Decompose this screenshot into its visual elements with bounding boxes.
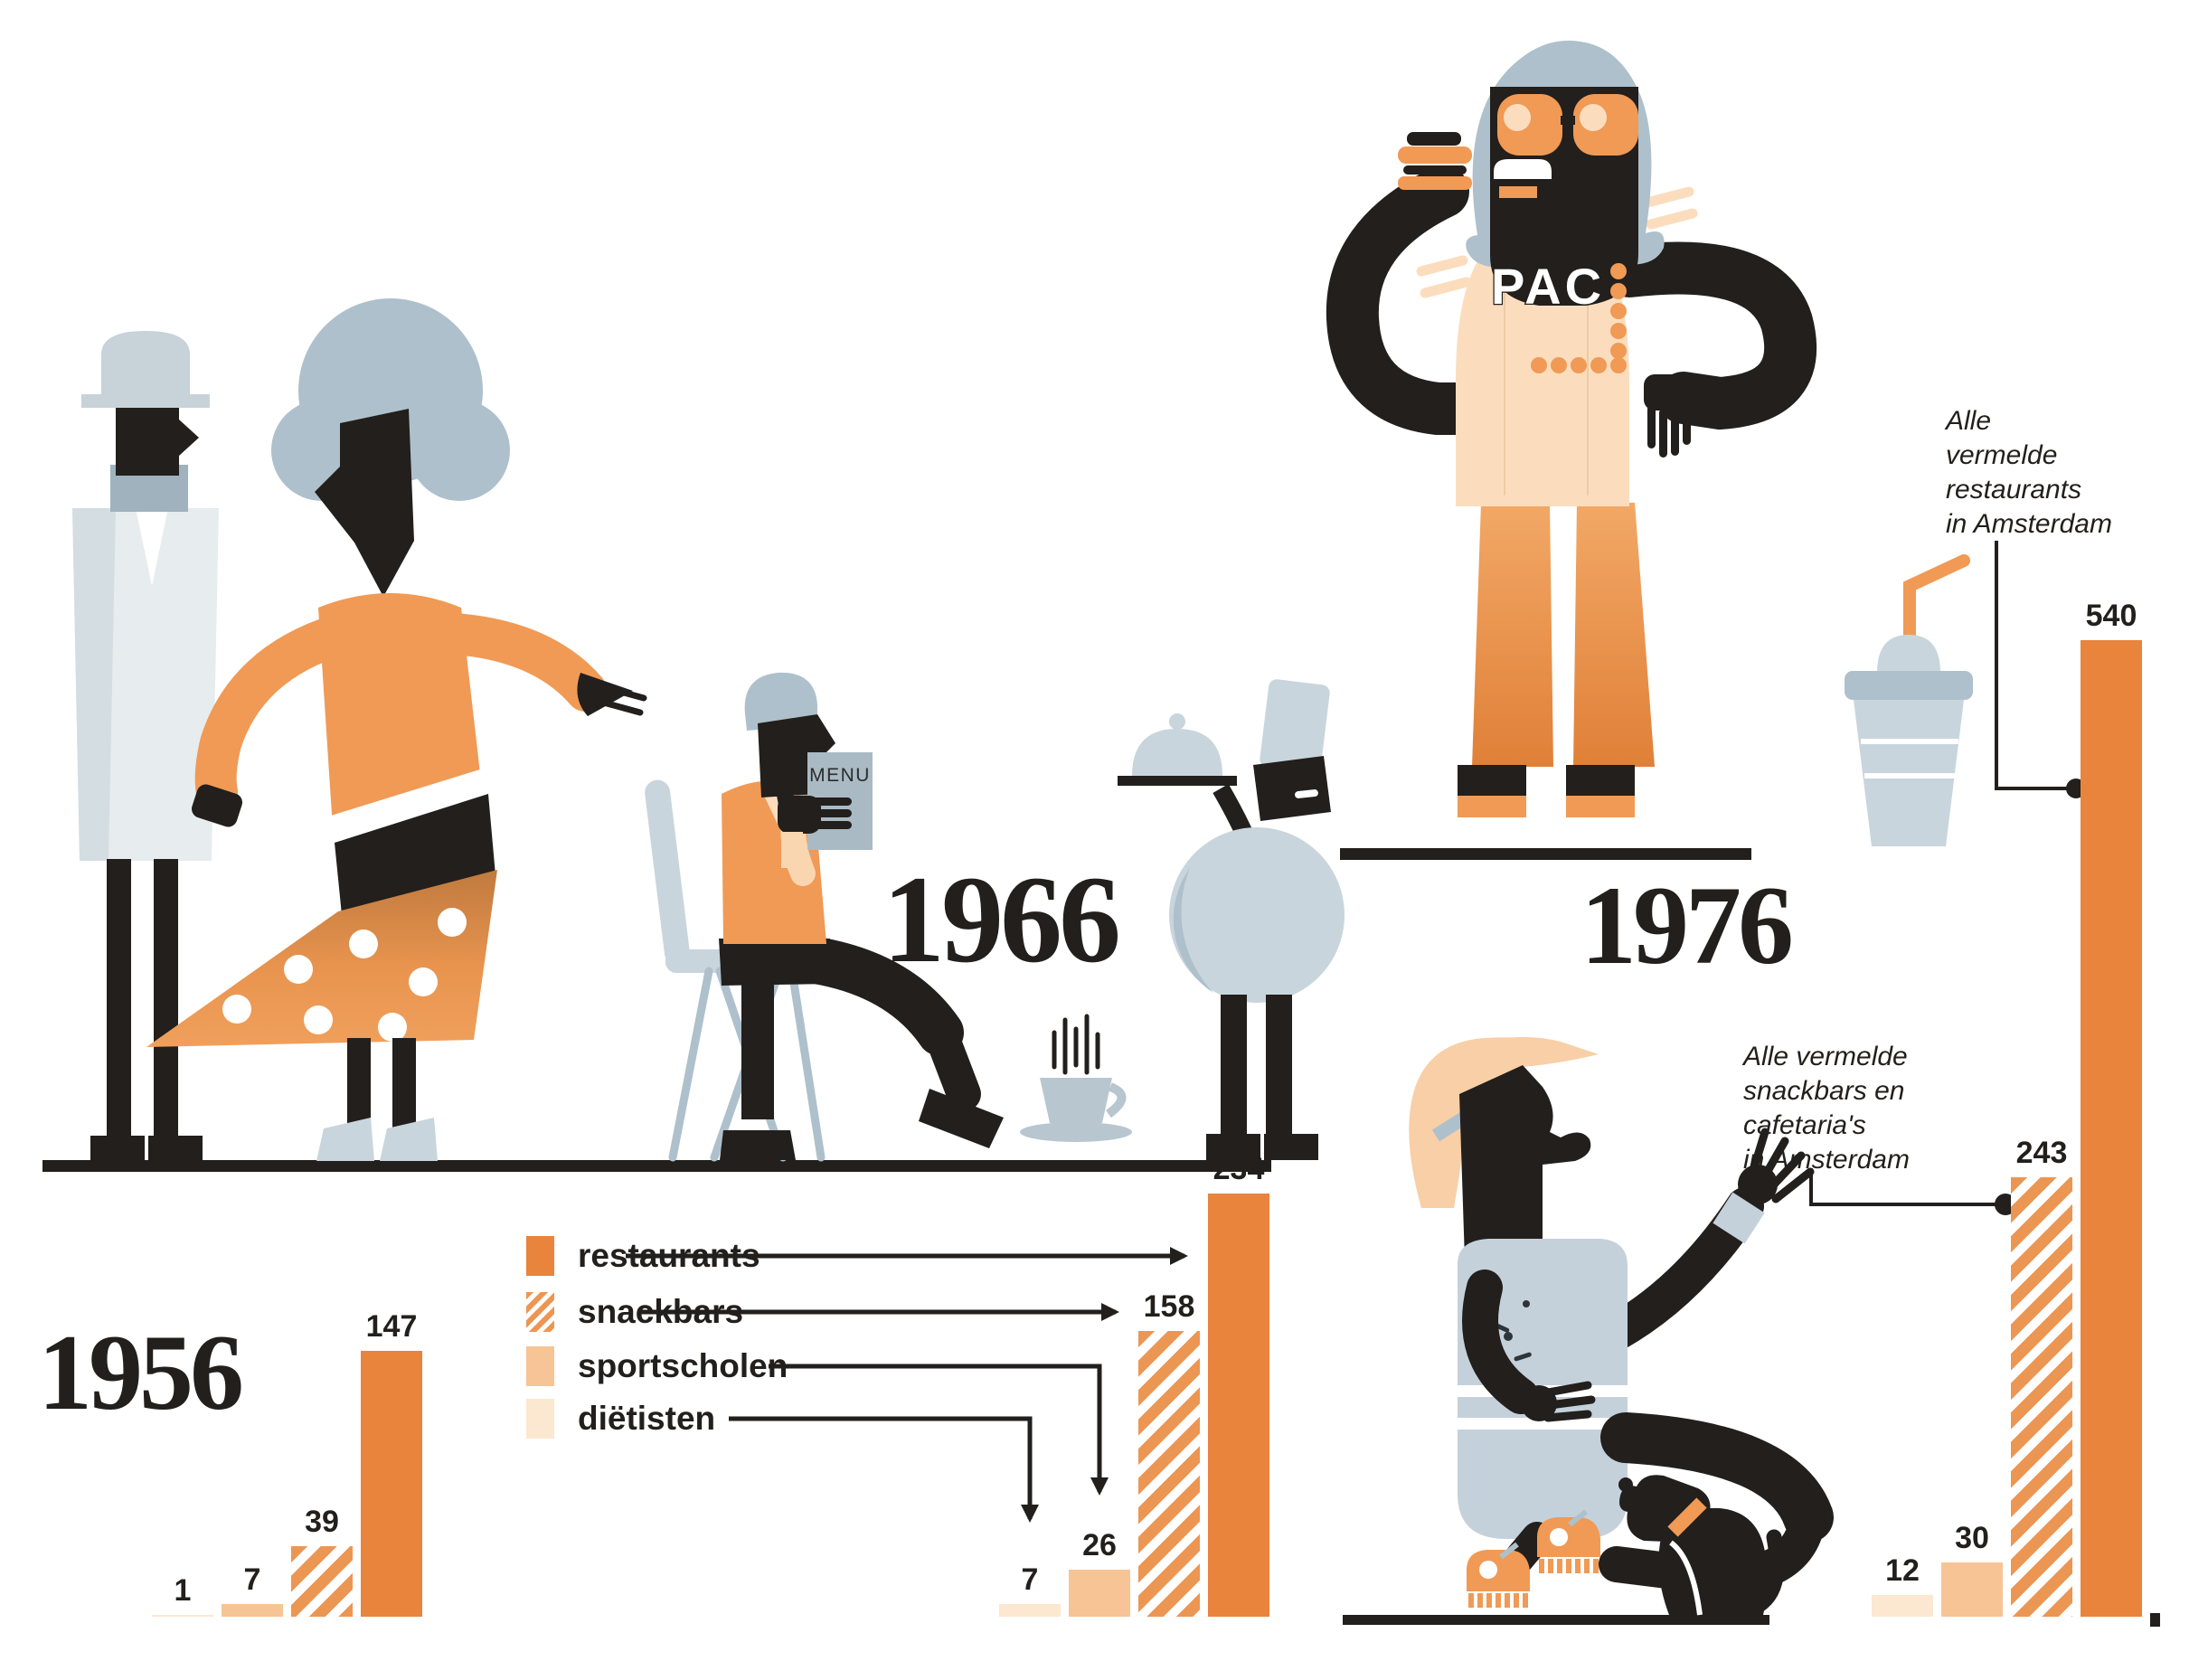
- year-label-1966: 1966: [882, 850, 1121, 988]
- fedora-hat: [81, 331, 210, 408]
- bar-value-1956-diëtisten: 1: [174, 1573, 192, 1608]
- bar-value-1956-sportscholen: 7: [243, 1562, 261, 1597]
- legend-label-restaurants: restaurants: [578, 1237, 760, 1274]
- floor-line-1976-bottom: [1343, 1615, 1769, 1625]
- dog-figure: [1618, 1475, 1785, 1616]
- bar-value-1976-snackbars: 243: [2015, 1136, 2068, 1170]
- year-label-1976: 1976: [1581, 864, 1794, 987]
- legend-swatch-snackbars: [526, 1292, 554, 1332]
- dog-collar: [1667, 1497, 1707, 1537]
- annotation-line: restaurants: [1946, 475, 2082, 505]
- bar-value-1966-diëtisten: 7: [1021, 1562, 1039, 1597]
- annotation-line: Alle vermelde: [1743, 1042, 1908, 1071]
- annotation-line: Alle: [1946, 406, 1992, 436]
- bar-value-1966-sportscholen: 26: [1082, 1528, 1117, 1562]
- bar-value-1976-restaurants: 540: [2085, 599, 2137, 633]
- bar-value-1956-snackbars: 39: [305, 1505, 339, 1539]
- floor-line-1966: [42, 1160, 1271, 1172]
- bar-value-1976-sportscholen: 30: [1955, 1521, 1989, 1555]
- bar-1976-restaurants: [2081, 640, 2142, 1617]
- bar-1956-restaurants: [361, 1351, 422, 1617]
- annotation-line: cafetaria's: [1743, 1110, 1866, 1140]
- woman-figure: [146, 298, 647, 1161]
- legend-connectors: [626, 1247, 1188, 1523]
- annotation-line: vermelde: [1946, 440, 2058, 470]
- annotation-line: in Amsterdam: [1743, 1145, 1910, 1175]
- steam-icon: [1052, 1014, 1100, 1075]
- drink-cup: [1845, 554, 1973, 846]
- bar-value-1966-snackbars: 158: [1143, 1289, 1195, 1324]
- legend-swatch-restaurants: [526, 1236, 554, 1276]
- menu-card: MENU: [778, 752, 873, 868]
- waiter-figure: [1118, 679, 1345, 1160]
- bar-1966-sportscholen: [1069, 1570, 1130, 1617]
- floor-line-1976-top: [1340, 848, 1751, 860]
- legend-item-restaurants: restaurants: [526, 1236, 760, 1276]
- annotation-connectors: [1809, 541, 2072, 1206]
- legend-item-dietisten: diëtisten: [526, 1399, 715, 1439]
- polkadot-skirt: [146, 870, 497, 1047]
- shirt-logo: PAC: [1491, 258, 1605, 315]
- legend-swatch-sportscholen: [526, 1346, 554, 1386]
- burger-icon: [1398, 132, 1472, 190]
- bar-value-1956-restaurants: 147: [365, 1309, 418, 1344]
- bar-1976-diëtisten: [1872, 1595, 1933, 1617]
- pellet-dots: [1531, 263, 1627, 373]
- bar-value-1976-diëtisten: 12: [1885, 1553, 1920, 1588]
- bar-1956-snackbars: [291, 1546, 353, 1617]
- legend-swatch-dietisten: [526, 1399, 554, 1439]
- waving-hand: [1738, 1128, 1815, 1204]
- holding-hand: [812, 798, 852, 829]
- sunglasses-icon: [1497, 94, 1638, 156]
- bar-1976-sportscholen: [1941, 1562, 2003, 1617]
- annotation-restaurants: Alle vermelde restaurants in Amsterdam: [1946, 404, 2112, 542]
- footnote-mark: [2150, 1613, 2160, 1627]
- legend-label-dietisten: diëtisten: [578, 1400, 716, 1437]
- sneaker-icon: [1467, 1509, 1600, 1608]
- cloche-icon: [1118, 713, 1237, 786]
- menu-label: MENU: [809, 765, 871, 786]
- arrow-sportscholen: [769, 1364, 1109, 1496]
- legend-item-snackbars: snackbars: [526, 1292, 743, 1332]
- punk-figure: [1409, 1036, 1834, 1608]
- year-label-1956: 1956: [38, 1312, 244, 1432]
- annotation-line: snackbars en: [1743, 1076, 1905, 1106]
- straw-icon: [1903, 554, 1970, 645]
- legend-label-snackbars: snackbars: [578, 1293, 744, 1330]
- annotation-line: in Amsterdam: [1946, 509, 2112, 539]
- legend-label-sportscholen: sportscholen: [578, 1347, 788, 1384]
- bar-1966-diëtisten: [999, 1604, 1061, 1617]
- man-with-hat-figure: [72, 331, 219, 1160]
- hand-down: [1644, 374, 1691, 458]
- bar-1966-restaurants: [1208, 1194, 1269, 1617]
- annotation-snackbars: Alle vermelde snackbars en cafetaria's i…: [1743, 1040, 1910, 1177]
- bar-1966-snackbars: [1138, 1331, 1200, 1617]
- bar-1956-diëtisten: [152, 1615, 213, 1617]
- legend-item-sportscholen: sportscholen: [526, 1346, 788, 1386]
- bar-1976-snackbars: [2011, 1177, 2072, 1617]
- coffee-cup: [1020, 1014, 1132, 1142]
- pac-figure: PAC: [1326, 40, 1816, 817]
- arrow-dietisten: [729, 1416, 1039, 1523]
- bar-value-1966-restaurants: 234: [1213, 1152, 1265, 1186]
- belly-hand: [1521, 1381, 1596, 1422]
- bar-1956-sportscholen: [222, 1604, 283, 1617]
